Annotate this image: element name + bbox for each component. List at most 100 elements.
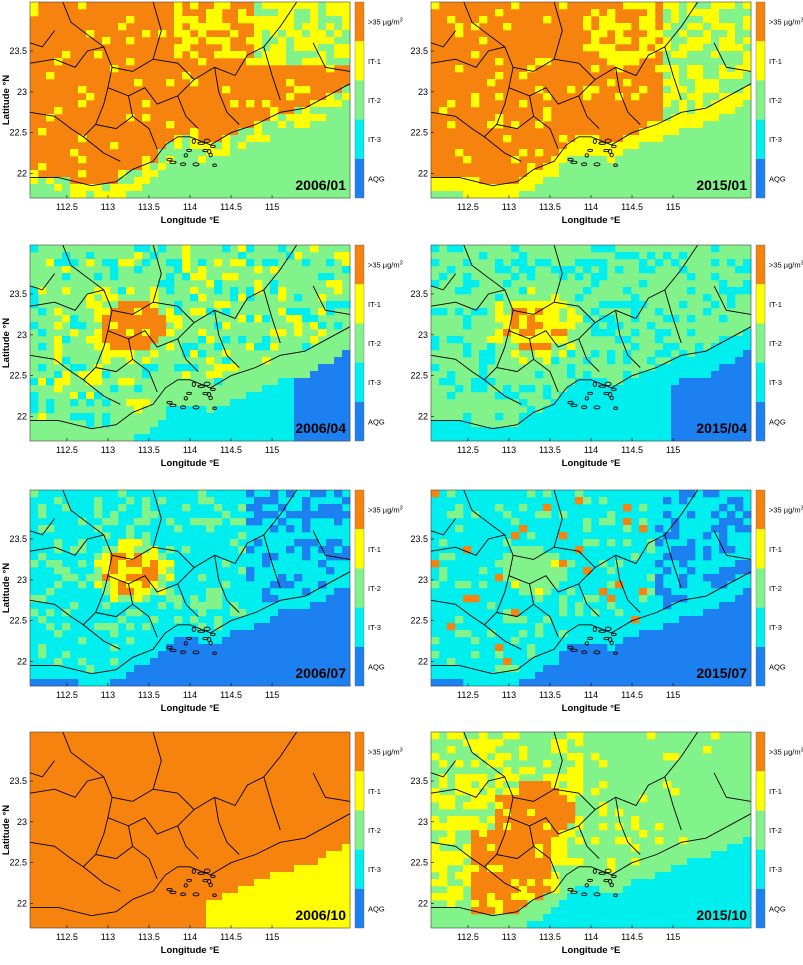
concentration-grid	[30, 2, 351, 199]
x-tick-label: 113.5	[539, 932, 561, 942]
x-axis-label: Longitude °E	[161, 458, 220, 469]
admin-boundaries	[430, 731, 752, 917]
y-tick-label: 23	[418, 330, 428, 340]
colorbar-segment-gt35	[756, 490, 765, 530]
colorbar-label: AQG	[368, 904, 385, 913]
x-tick-label: 115	[265, 445, 279, 455]
colorbar-label: IT-1	[769, 787, 782, 796]
colorbar-label: IT-3	[769, 623, 782, 632]
colorbar-label: IT-2	[769, 339, 782, 348]
colorbar-segment-it1	[756, 284, 765, 324]
y-tick-label: 22.5	[9, 371, 27, 381]
y-tick-label: 23.5	[410, 289, 428, 299]
x-tick-label: 113.5	[539, 690, 561, 700]
admin-boundaries	[29, 489, 351, 675]
x-tick-label: 113	[101, 690, 115, 700]
colorbar-segment-it1	[355, 529, 364, 569]
x-tick-label: 113.5	[539, 202, 561, 212]
colorbar-label: IT-2	[368, 96, 381, 105]
x-tick-label: 113	[101, 932, 115, 942]
x-tick-label: 113.5	[138, 932, 160, 942]
panel-date-label: 2006/07	[295, 665, 346, 681]
colorbar-segment-it2	[355, 810, 364, 850]
y-tick-label: 22.5	[9, 858, 27, 868]
colorbar-label: IT-1	[769, 545, 782, 554]
y-tick-label: 23.5	[9, 289, 27, 299]
map-panel-2015-07: 112.5 113 113.5 114 114.5 115 23.5 23 22.5 22 Long…	[401, 488, 803, 723]
x-tick-label: 114	[584, 445, 598, 455]
y-axis-label: Latitude °N	[1, 563, 12, 613]
colorbar-segment-it3	[756, 119, 765, 159]
colorbar-label: IT-3	[769, 135, 782, 144]
colorbar-segment-it2	[756, 568, 765, 608]
x-tick-label: 114	[584, 202, 598, 212]
x-tick-label: 115	[666, 202, 680, 212]
map-svg: 112.5 113 113.5 114 114.5 115 23.5 23 22.5 22 Long…	[410, 731, 803, 956]
x-tick-label: 112.5	[56, 445, 78, 455]
x-tick-label: 112.5	[56, 690, 78, 700]
concentration-grid	[30, 245, 351, 442]
colorbar-label: >35 µg/m3	[368, 748, 403, 757]
x-axis-label: Longitude °E	[161, 703, 220, 714]
y-tick-label: 22	[17, 657, 27, 667]
colorbar: >35 µg/m3 IT-1 IT-2 IT-3 AQG	[755, 731, 803, 929]
colorbar: >35 µg/m3 IT-1 IT-2 IT-3 AQG	[354, 244, 403, 442]
y-tick-label: 22	[418, 412, 428, 422]
colorbar-label: AQG	[769, 174, 786, 183]
x-tick-label: 114.5	[621, 690, 643, 700]
map-svg: 112.5 113 113.5 114 114.5 115 23.5 23 22.5 22 Long…	[410, 1, 803, 226]
colorbar-label: IT-2	[769, 96, 782, 105]
colorbar-label: >35 µg/m3	[368, 18, 403, 27]
x-tick-label: 114.5	[220, 932, 242, 942]
colorbar-segment-aqg	[355, 888, 364, 928]
x-tick-label: 112.5	[457, 690, 479, 700]
x-tick-label: 115	[666, 690, 680, 700]
map-panel-2006-01: 112.5 113 113.5 114 114.5 115 23.5 23 22.5 22 Long…	[0, 0, 403, 235]
colorbar-label: AQG	[769, 417, 786, 426]
colorbar: >35 µg/m3 IT-1 IT-2 IT-3 AQG	[755, 1, 803, 199]
panel-date-label: 2006/04	[295, 420, 346, 436]
concentration-grid	[431, 2, 752, 199]
x-tick-label: 112.5	[457, 202, 479, 212]
colorbar: >35 µg/m3 IT-1 IT-2 IT-3 AQG	[354, 731, 403, 929]
admin-boundaries	[29, 731, 351, 917]
x-tick-label: 114	[183, 445, 197, 455]
colorbar-segment-it1	[756, 771, 765, 811]
colorbar: >35 µg/m3 IT-1 IT-2 IT-3 AQG	[755, 244, 803, 442]
colorbar-label: IT-3	[368, 135, 381, 144]
x-tick-label: 113	[502, 445, 516, 455]
colorbar-segment-it3	[355, 849, 364, 889]
colorbar: >35 µg/m3 IT-1 IT-2 IT-3 AQG	[354, 489, 403, 687]
map-panel-2006-04: 112.5 113 113.5 114 114.5 115 23.5 23 22.5 22 Long…	[0, 243, 403, 478]
y-tick-label: 23	[17, 330, 27, 340]
colorbar-segment-it1	[756, 529, 765, 569]
colorbar-segment-gt35	[756, 245, 765, 285]
x-tick-label: 113	[101, 445, 115, 455]
concentration-grid	[30, 490, 351, 687]
colorbar-segment-aqg	[355, 401, 364, 441]
concentration-grid	[431, 245, 752, 442]
y-tick-label: 23.5	[410, 46, 428, 56]
colorbar-label: IT-1	[769, 300, 782, 309]
x-axis-label: Longitude °E	[562, 703, 621, 714]
colorbar-label: IT-2	[769, 584, 782, 593]
colorbar-segment-gt35	[355, 490, 364, 530]
colorbar-segment-gt35	[756, 2, 765, 42]
colorbar-label: IT-2	[368, 826, 381, 835]
x-tick-label: 113	[101, 202, 115, 212]
panel-date-label: 2015/10	[696, 907, 747, 923]
colorbar-label: >35 µg/m3	[769, 18, 803, 27]
colorbar-segment-it2	[756, 810, 765, 850]
y-axis-label: Latitude °N	[1, 318, 12, 368]
x-tick-label: 112.5	[457, 445, 479, 455]
colorbar-label: AQG	[368, 174, 385, 183]
concentration-grid	[206, 844, 351, 929]
x-tick-label: 114.5	[621, 932, 643, 942]
admin-boundaries	[430, 1, 752, 187]
x-tick-label: 114	[584, 932, 598, 942]
y-tick-label: 22.5	[9, 616, 27, 626]
x-tick-label: 113.5	[138, 445, 160, 455]
colorbar-label: >35 µg/m3	[769, 748, 803, 757]
y-tick-label: 23	[418, 87, 428, 97]
panel-date-label: 2006/10	[295, 907, 346, 923]
